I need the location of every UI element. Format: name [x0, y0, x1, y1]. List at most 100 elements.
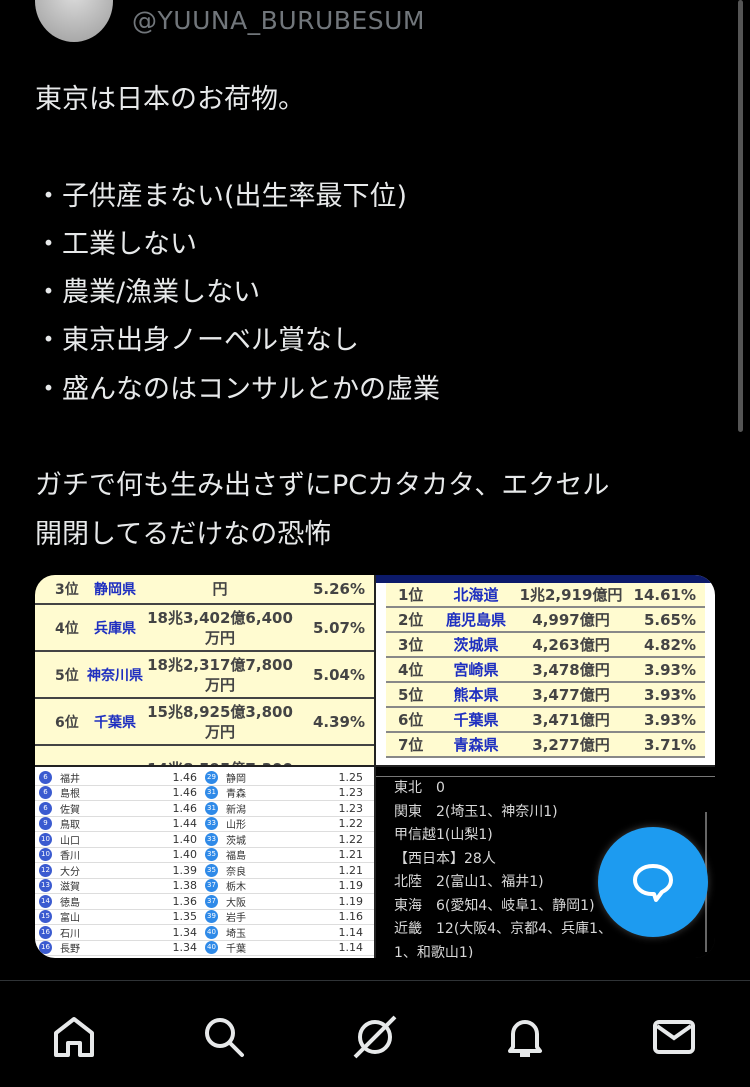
prefecture: 山形 — [226, 820, 246, 832]
notifications-icon[interactable] — [501, 1013, 549, 1061]
media-grid[interactable]: 3位 静岡県円 5.26% 4位 兵庫県 18兆3,402億6,400万円 5.07% 5位神… — [35, 575, 715, 958]
ranking-entry: 12 大分 1.39 — [35, 863, 201, 878]
birth-rate: 1.35 — [172, 910, 198, 924]
table-row: 16 長野 1.34 40 千葉 1.14 — [35, 940, 374, 956]
ranking-entry: 16 石川 1.34 — [35, 925, 201, 940]
tweet-line — [35, 124, 735, 172]
cell-rank: 2位 — [398, 611, 424, 629]
prefecture: 福井 — [60, 773, 80, 785]
rank-badge: 35 — [205, 848, 218, 862]
cell-pref: 宮崎県 — [453, 661, 499, 679]
rank-badge: 10 — [39, 832, 52, 846]
birth-rate: 1.23 — [338, 801, 364, 815]
prefecture: 徳島 — [60, 897, 80, 909]
ranking-entry: 6 佐賀 1.46 — [35, 801, 201, 816]
birth-rate: 1.36 — [172, 894, 198, 908]
cell-pct: 3.93% — [643, 710, 696, 729]
table-row: 6位 千葉県 15兆8,925億3,800万円 4.39% — [35, 699, 374, 746]
birth-rate: 1.40 — [172, 848, 198, 862]
tweet-line: 開閉してるだけなの恐怖 — [35, 518, 332, 550]
table-row: 9 鳥取 1.44 33 山形 1.22 — [35, 817, 374, 832]
table-row: 14 徳島 1.36 37 大阪 1.19 — [35, 894, 374, 910]
reply-button[interactable] — [598, 827, 708, 937]
cell-pct: 4.82% — [643, 635, 696, 654]
cell-rank: 4位 — [55, 620, 79, 637]
rank-badge: 6 — [39, 786, 52, 800]
table-row: 10 山口 1.40 33 茨城 1.22 — [35, 832, 374, 848]
cell-rank: 1位 — [398, 586, 424, 604]
prefecture: 青森 — [226, 789, 246, 801]
birth-rate: 1.46 — [172, 786, 198, 800]
prefecture: 大分 — [60, 866, 80, 878]
scrollbar[interactable] — [738, 0, 743, 432]
ranking-entry: 37 栃木 1.19 — [201, 878, 367, 893]
tweet-line: ・盛んなのはコンサルとかの虚業 — [35, 373, 440, 405]
table-row: 6 佐賀 1.46 31 新潟 1.23 — [35, 801, 374, 817]
tweet-line: ・東京出身ノーベル賞なし — [35, 325, 359, 357]
text-line: 北陸 2(富山1、福井1) — [394, 874, 544, 890]
author-handle[interactable]: @YUUNA_BURUBESUM — [132, 6, 425, 35]
birth-rate: 1.21 — [338, 863, 364, 877]
birth-rate: 1.21 — [338, 848, 364, 862]
cell-pct: 3.93% — [643, 660, 696, 679]
reply-bubble-icon — [633, 864, 673, 902]
prefecture: 長野 — [60, 944, 80, 956]
text-line: 関東 2(埼玉1、神奈川1) — [394, 803, 558, 820]
text-line: 1、和歌山1) — [394, 944, 474, 959]
cell-pref: 千葉県 — [94, 714, 136, 731]
rank-badge: 6 — [39, 770, 52, 784]
ranking-entry: 40 千葉 1.14 — [201, 940, 367, 955]
table-row: 15 富山 1.35 39 岩手 1.16 — [35, 910, 374, 925]
cell-amount: 18兆3,402億6,400万円 — [147, 608, 293, 647]
rank-badge: 13 — [39, 879, 52, 893]
cell-pref: 茨城県 — [453, 636, 499, 654]
rank-badge: 15 — [39, 910, 52, 924]
search-icon[interactable] — [200, 1013, 248, 1061]
birth-rate: 1.19 — [338, 879, 364, 893]
table-row: 5位 熊本県 3,477億円 3.93% — [386, 683, 705, 708]
cell-amount: 15兆8,925億3,800万円 — [147, 702, 293, 741]
rank-badge: 29 — [205, 770, 218, 784]
cell-amount: 3,477億円 — [532, 686, 610, 704]
cell-amount: 18兆2,317億7,800万円 — [147, 655, 293, 694]
ranking-entry: 40 埼玉 1.14 — [201, 925, 367, 940]
cell-pref: 神奈川県 — [87, 667, 143, 684]
home-icon[interactable] — [50, 1013, 98, 1061]
messages-icon[interactable] — [650, 1013, 698, 1061]
cell-pct: 5.26% — [312, 580, 365, 598]
rank-badge: 37 — [205, 894, 218, 908]
cell-rank: 6位 — [398, 711, 424, 729]
prefecture: 大阪 — [226, 897, 246, 909]
table-row: 14兆8,595億7,300 — [35, 746, 374, 766]
prefecture: 茨城 — [226, 835, 246, 847]
cell-rank: 3位 — [398, 636, 424, 654]
cell-amount: 4,997億円 — [532, 611, 610, 629]
table-row: 16 石川 1.34 40 埼玉 1.14 — [35, 925, 374, 941]
cell-rank: 4位 — [398, 661, 424, 679]
prefecture: 静岡 — [226, 773, 246, 785]
table-row: 2位 鹿児島県 4,997億円 5.65% — [386, 608, 705, 633]
birth-rate: 1.14 — [338, 941, 364, 955]
table-row: 12 大分 1.39 35 奈良 1.21 — [35, 863, 374, 879]
table-header — [376, 575, 715, 583]
media-image-2[interactable]: 1位 北海道 1兆2,919億円 14.61% 2位 鹿児島県 4,997億円 5.65% 3位… — [376, 575, 715, 765]
text-line: 甲信越1(山梨1) — [394, 827, 493, 843]
media-image-1[interactable]: 3位 静岡県 円 5.26% 4位 兵庫県 18兆3,402億6,400万円 5.07% 5位神… — [35, 575, 374, 765]
cell-amount: 3,471億円 — [532, 711, 610, 729]
rank-badge: 9 — [39, 817, 52, 831]
prefecture: 奈良 — [226, 866, 246, 878]
birth-rate: 1.46 — [172, 801, 198, 815]
rank-badge: 40 — [205, 925, 218, 939]
rank-badge: 16 — [39, 925, 52, 939]
birth-rate: 1.34 — [172, 941, 198, 955]
ranking-entry: 10 山口 1.40 — [35, 832, 201, 847]
cell-pct: 5.65% — [643, 610, 696, 629]
grok-icon[interactable] — [351, 1013, 399, 1061]
table-row: 6 島根 1.46 31 青森 1.23 — [35, 786, 374, 801]
media-image-3[interactable]: 6 福井 1.46 29 静岡 1.25 6 島根 1.46 31 青森 1.23 6 佐賀 1.46 31 新… — [35, 767, 374, 958]
prefecture: 香川 — [60, 851, 80, 863]
avatar[interactable] — [35, 0, 113, 42]
table-row: 1位 北海道 1兆2,919億円 14.61% — [386, 583, 705, 608]
ranking-entry: 13 滋賀 1.38 — [35, 878, 201, 893]
rank-badge: 37 — [205, 879, 218, 893]
